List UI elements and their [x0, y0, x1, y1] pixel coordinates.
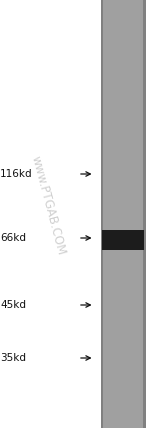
Text: 45kd: 45kd	[0, 300, 26, 310]
Bar	[100, 0, 103, 428]
Bar	[143, 0, 146, 428]
Bar	[100, 0, 146, 428]
Bar	[102, 230, 144, 250]
Text: 66kd: 66kd	[0, 233, 26, 243]
Text: 35kd: 35kd	[0, 353, 26, 363]
Text: www.PTGAB.COM: www.PTGAB.COM	[28, 155, 68, 256]
Text: 116kd: 116kd	[0, 169, 33, 179]
